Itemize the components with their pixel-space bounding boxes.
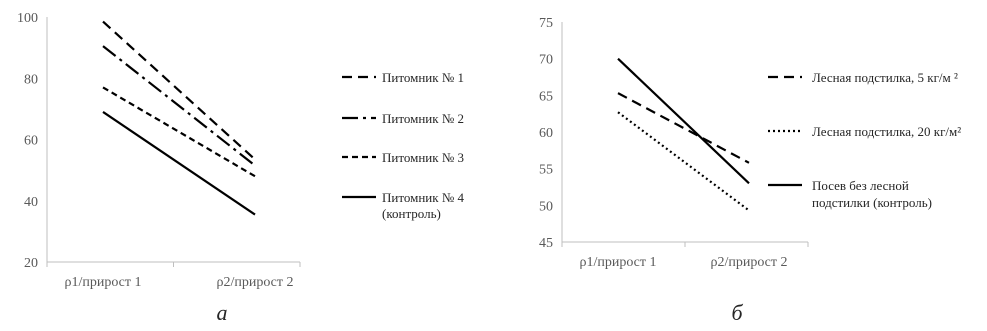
chart-a-panel-label: а (217, 300, 228, 325)
chart-b-y-tick-label: 55 (539, 163, 553, 178)
chart-b-legend-label-2: Лесная подстилка, 20 кг/м² (812, 124, 961, 139)
chart-a-y-tick-label: 60 (24, 134, 38, 149)
chart-a: 20 40 60 80 100 ρ1/прирост 1 ρ2/прирост 2 Пит… (17, 11, 464, 325)
chart-a-series (102, 20, 256, 216)
chart-b-y-tick-label: 50 (539, 199, 553, 214)
chart-a-y-tick-label: 100 (17, 11, 38, 26)
chart-a-legend-label-4: Питомник № 4 (контроль) (382, 190, 464, 221)
chart-b-y-tick-label: 45 (539, 236, 553, 251)
chart-b-y-tick-label: 60 (539, 126, 553, 141)
chart-b-legend-label-1: Лесная подстилка, 5 кг/м ² (812, 70, 958, 85)
chart-b-y-tick-label: 70 (539, 53, 553, 68)
chart-b-x-tick-label: ρ2/прирост 2 (710, 255, 787, 270)
chart-a-y-tick-label: 80 (24, 72, 38, 87)
chart-a-x-tick-label: ρ1/прирост 1 (64, 275, 141, 290)
chart-a-series-line-1 (102, 20, 256, 161)
chart-b-x-axis: ρ1/прирост 1 ρ2/прирост 2 (561, 241, 809, 270)
chart-a-legend-label-1: Питомник № 1 (382, 70, 464, 85)
chart-a-x-tick-label: ρ2/прирост 2 (216, 275, 293, 290)
chart-b-series-line-3 (617, 57, 750, 185)
chart-b-series-line-2 (617, 111, 750, 212)
chart-b-legend: Лесная подстилка, 5 кг/м ² Лесная подстил… (768, 70, 961, 210)
chart-a-y-tick-label: 40 (24, 195, 38, 210)
chart-b-x-tick-label: ρ1/прирост 1 (579, 255, 656, 270)
chart-a-legend-label-2: Питомник № 2 (382, 111, 464, 126)
chart-a-legend: Питомник № 1 Питомник № 2 Питомник № 3 Пито… (342, 70, 464, 221)
chart-b-legend-label-3: Посев без лесной подстилки (контроль) (812, 178, 932, 210)
chart-a-series-line-2 (102, 45, 256, 167)
chart-b-series (617, 57, 750, 212)
chart-b-series-line-1 (617, 92, 750, 164)
chart-a-y-tick-label: 20 (24, 256, 38, 271)
chart-b-panel-label: б (731, 300, 743, 325)
chart-a-series-line-4 (102, 111, 256, 216)
chart-b-y-tick-label: 75 (539, 16, 553, 31)
chart-a-x-axis: ρ1/прирост 1 ρ2/прирост 2 (46, 261, 301, 290)
chart-a-legend-label-3: Питомник № 3 (382, 150, 464, 165)
chart-b-y-axis: 45 50 55 60 65 70 75 (539, 16, 563, 251)
chart-a-y-axis: 20 40 60 80 100 (17, 11, 48, 271)
chart-b-y-tick-label: 65 (539, 89, 553, 104)
